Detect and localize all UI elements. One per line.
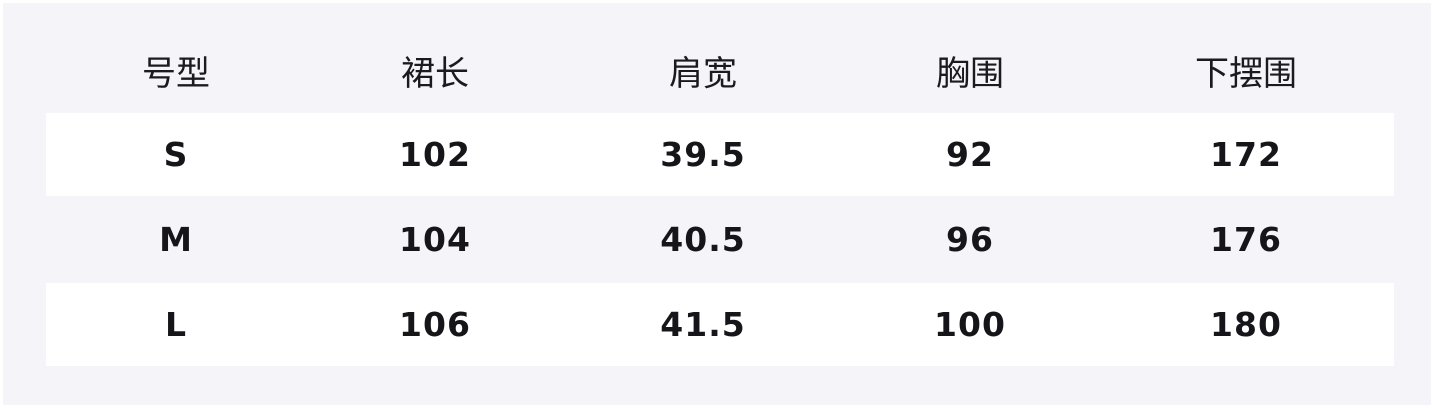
header-size: 号型	[142, 54, 210, 94]
cell-bust: 92	[946, 135, 994, 174]
cell-size: L	[164, 305, 188, 344]
cell-shoulder-width: 39.5	[660, 135, 746, 174]
table-row: S 102 39.5 92 172	[46, 113, 1394, 196]
cell-shoulder-width: 40.5	[660, 220, 746, 259]
size-chart-panel: 号型 裙长 肩宽 胸围 下摆围 S 102 39.5 92 172 M 104 …	[3, 3, 1431, 405]
cell-size: S	[163, 135, 189, 174]
cell-hem: 180	[1210, 305, 1282, 344]
table-row: M 104 40.5 96 176	[46, 196, 1394, 283]
cell-skirt-length: 104	[399, 220, 471, 259]
cell-size: M	[159, 220, 193, 259]
cell-hem: 172	[1210, 135, 1282, 174]
table-header-row: 号型 裙长 肩宽 胸围 下摆围	[46, 28, 1394, 113]
table-row: L 106 41.5 100 180	[46, 283, 1394, 366]
cell-hem: 176	[1210, 220, 1282, 259]
header-bust: 胸围	[936, 54, 1004, 94]
header-hem: 下摆围	[1195, 54, 1297, 94]
size-table: 号型 裙长 肩宽 胸围 下摆围 S 102 39.5 92 172 M 104 …	[46, 28, 1394, 366]
cell-skirt-length: 102	[399, 135, 471, 174]
cell-shoulder-width: 41.5	[660, 305, 746, 344]
header-skirt-length: 裙长	[401, 54, 469, 94]
header-shoulder-width: 肩宽	[669, 54, 737, 94]
cell-skirt-length: 106	[399, 305, 471, 344]
cell-bust: 100	[934, 305, 1006, 344]
cell-bust: 96	[946, 220, 994, 259]
